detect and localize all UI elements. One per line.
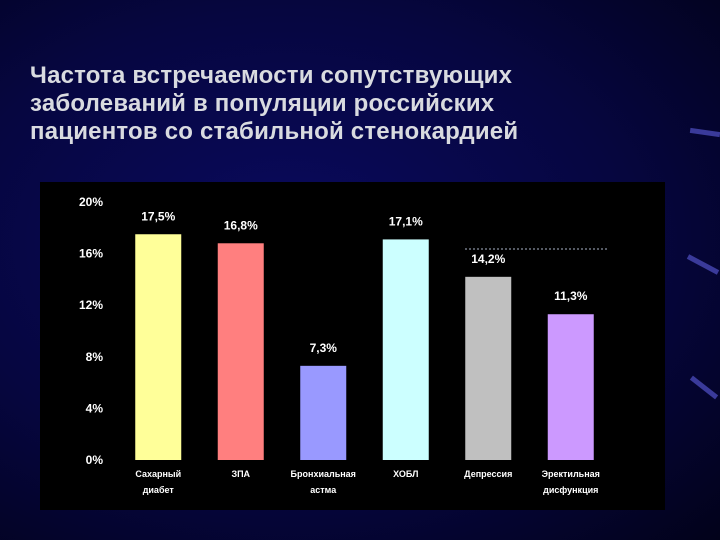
bar [547, 314, 594, 460]
x-tick-label: Бронхиальная [291, 469, 356, 479]
bar [465, 276, 512, 460]
x-tick-label: Депрессия [464, 469, 512, 479]
data-label: 14,2% [471, 252, 505, 266]
x-tick-label: Сахарный [135, 469, 181, 479]
slide-title-line-1: Частота встречаемости сопутствующих [30, 62, 513, 89]
bar [300, 365, 347, 460]
y-tick-label: 20% [79, 195, 103, 209]
slide-title-line-2: заболеваний в популяции российских [30, 90, 495, 117]
data-label: 17,5% [141, 209, 175, 223]
y-tick-label: 8% [86, 350, 104, 364]
data-label: 7,3% [310, 341, 338, 355]
x-tick-label: Эректильная [542, 469, 600, 479]
slide-title: Частота встречаемости сопутствующих забо… [30, 62, 670, 146]
x-tick-label: ЗПА [231, 469, 250, 479]
y-tick-label: 16% [79, 247, 103, 261]
bar [217, 243, 264, 460]
y-tick-label: 12% [79, 298, 103, 312]
decorative-dash [689, 375, 719, 400]
x-tick-label: дисфункция [543, 485, 598, 495]
x-tick-label: диабет [143, 485, 175, 495]
chart-panel: 0% 4% 8% 12% 16% 20% 17,5% Сахарный диабет 16,8% З… [40, 182, 665, 510]
slide-title-line-3: пациентов со стабильной стенокардией [30, 118, 519, 145]
bar [382, 239, 429, 460]
decorative-dash [689, 127, 720, 138]
bar [135, 234, 182, 460]
data-label: 16,8% [224, 218, 258, 232]
bar-chart: 0% 4% 8% 12% 16% 20% 17,5% Сахарный диабет 16,8% З… [79, 195, 608, 495]
decorative-dash [686, 254, 720, 275]
y-tick-label: 0% [86, 453, 104, 467]
data-label: 17,1% [389, 214, 423, 228]
x-tick-label: ХОБЛ [393, 469, 418, 479]
y-tick-label: 4% [86, 401, 104, 415]
x-tick-label: астма [310, 485, 337, 495]
data-label: 11,3% [554, 289, 588, 303]
